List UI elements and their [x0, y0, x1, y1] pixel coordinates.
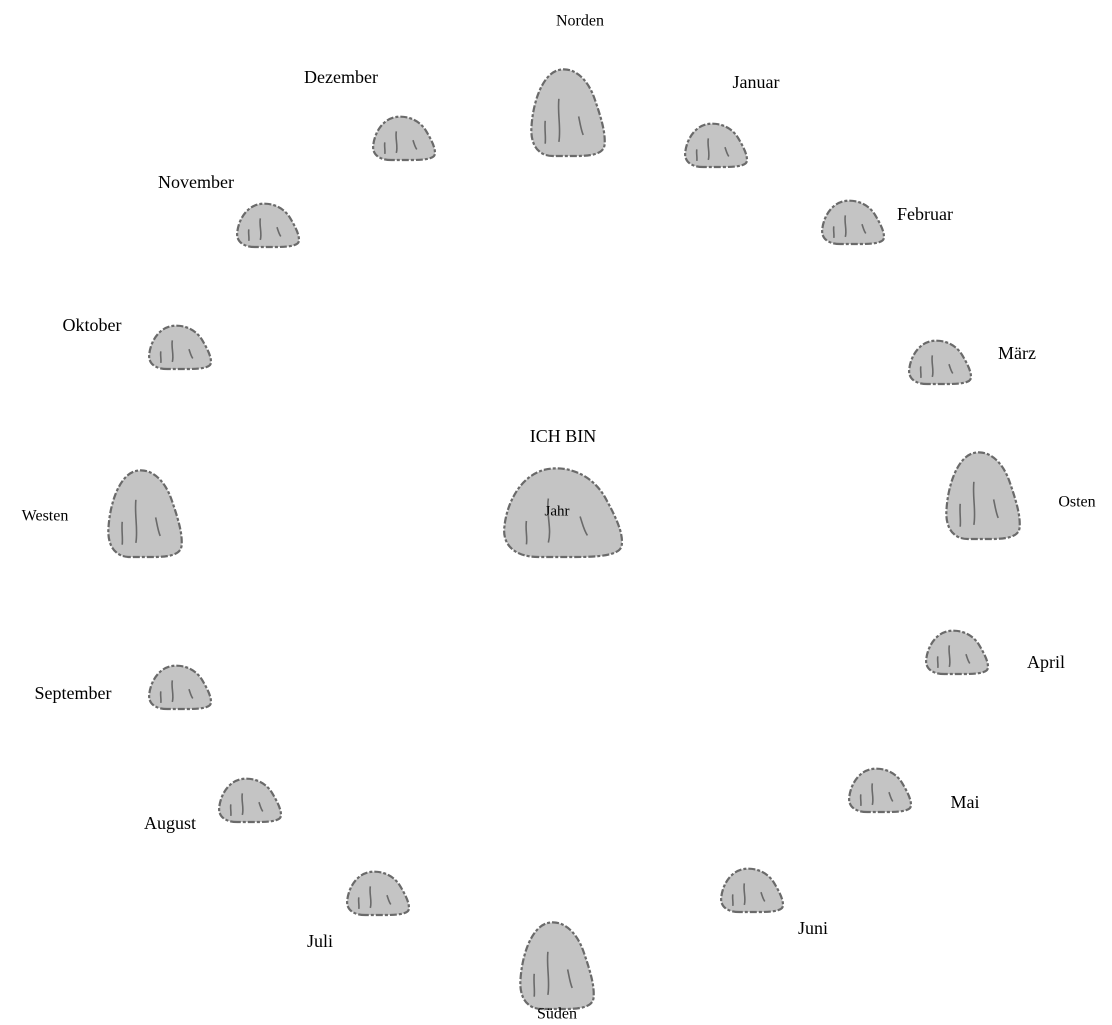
- center-label: Jahr: [545, 503, 570, 519]
- stone-crack: [172, 680, 173, 702]
- stone: [108, 470, 181, 557]
- stone-body: [108, 470, 181, 557]
- month-label: September: [35, 683, 112, 703]
- stone-crack: [708, 138, 709, 160]
- stone: [149, 666, 211, 709]
- stone: [721, 869, 783, 912]
- stone-crack: [370, 886, 371, 908]
- month-label: November: [158, 172, 234, 192]
- stone-body: [849, 769, 911, 812]
- stone: [520, 922, 593, 1009]
- stone-crack: [872, 783, 873, 805]
- month-label: Mai: [951, 792, 980, 812]
- month-label: August: [144, 813, 196, 833]
- stone-body: [822, 201, 884, 244]
- stone-circle-diagram: ICH BIN Jahr Norden Januar Februar März Osten…: [0, 0, 1112, 1025]
- direction-label: Süden: [537, 1006, 577, 1023]
- month-label: März: [998, 343, 1036, 363]
- stone-crack: [744, 883, 745, 905]
- stone-crack: [949, 645, 950, 667]
- stone-body: [685, 124, 747, 167]
- stone: [946, 452, 1019, 539]
- stone-body: [721, 869, 783, 912]
- month-label: Juni: [798, 918, 828, 938]
- stone: [237, 204, 299, 247]
- stone-crack: [526, 521, 527, 544]
- stone-body: [520, 922, 593, 1009]
- stone-body: [909, 341, 971, 384]
- stone: [531, 69, 604, 156]
- stone: [219, 779, 281, 822]
- month-label: Juli: [307, 931, 333, 951]
- stone-body: [237, 204, 299, 247]
- month-label: Februar: [897, 204, 953, 224]
- month-label: April: [1027, 652, 1065, 672]
- stone-body: [531, 69, 604, 156]
- stone-body: [373, 117, 435, 160]
- stone-body: [946, 452, 1019, 539]
- center-title: ICH BIN: [530, 426, 597, 446]
- stone-crack: [242, 793, 243, 815]
- stone-crack: [396, 131, 397, 153]
- month-label: Januar: [733, 72, 780, 92]
- month-label: Oktober: [63, 315, 122, 335]
- stone-crack: [932, 355, 933, 377]
- stone-crack: [845, 215, 846, 237]
- stone: [926, 631, 988, 674]
- stone-body: [149, 326, 211, 369]
- stone: [685, 124, 747, 167]
- stone: [849, 769, 911, 812]
- stone: [373, 117, 435, 160]
- direction-label: Osten: [1058, 494, 1095, 511]
- stone: [822, 201, 884, 244]
- stone-body: [219, 779, 281, 822]
- month-label: Dezember: [304, 67, 378, 87]
- stone-body: [347, 872, 409, 915]
- stone-crack: [260, 218, 261, 240]
- direction-label: Norden: [556, 13, 604, 30]
- stone-body: [926, 631, 988, 674]
- stone-body: [149, 666, 211, 709]
- stone: [909, 341, 971, 384]
- direction-label: Westen: [22, 508, 69, 525]
- stone-crack: [172, 340, 173, 362]
- stone: [347, 872, 409, 915]
- stone: [149, 326, 211, 369]
